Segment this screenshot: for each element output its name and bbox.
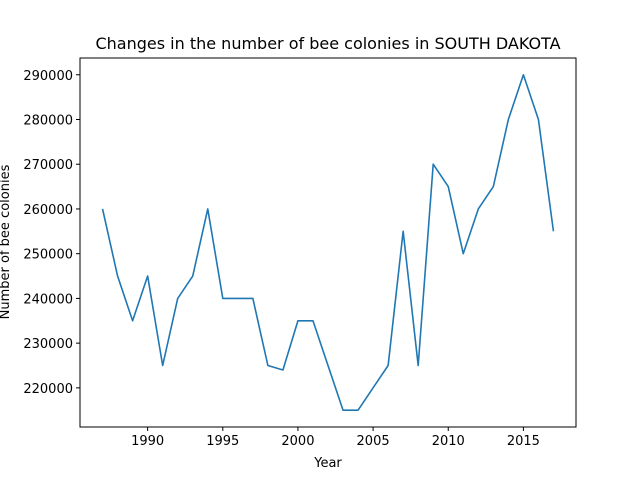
chart-title: Changes in the number of bee colonies in… xyxy=(95,34,560,53)
y-axis: 220000 230000 240000 250000 260000 270000 2800… xyxy=(23,69,80,397)
y-tick-label: 240000 xyxy=(23,292,73,307)
y-axis-label: Number of bee colonies xyxy=(0,164,13,319)
x-tick-label: 2010 xyxy=(432,434,465,449)
y-tick-label: 230000 xyxy=(23,337,73,352)
x-tick-label: 2000 xyxy=(281,434,314,449)
y-tick-label: 220000 xyxy=(23,382,73,397)
y-tick-label: 270000 xyxy=(23,158,73,173)
x-axis: 1990 1995 2000 2005 2010 2015 xyxy=(131,427,540,449)
y-tick-label: 250000 xyxy=(23,248,73,263)
x-axis-label: Year xyxy=(313,456,342,471)
x-tick-label: 1990 xyxy=(131,434,164,449)
y-tick-label: 260000 xyxy=(23,203,73,218)
x-tick-label: 2015 xyxy=(507,434,540,449)
plot-frame xyxy=(79,57,577,428)
y-tick-label: 290000 xyxy=(23,69,73,84)
series-line xyxy=(101,73,555,412)
series-layer xyxy=(101,73,555,412)
y-tick-label: 280000 xyxy=(23,114,73,129)
x-tick-label: 1995 xyxy=(206,434,239,449)
x-tick-label: 2005 xyxy=(357,434,390,449)
